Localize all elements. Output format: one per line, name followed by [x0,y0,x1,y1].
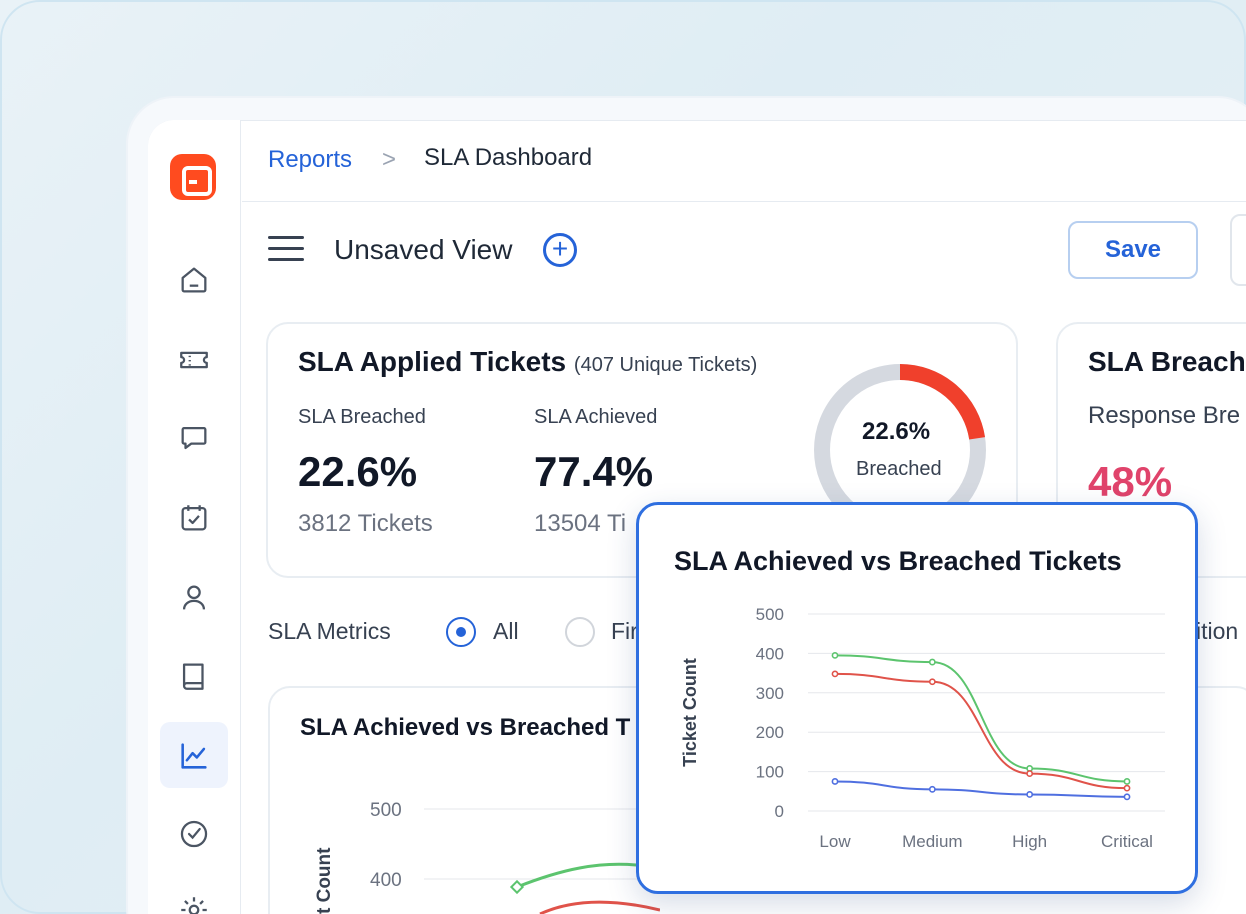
y-tick-label-400: 400 [756,644,784,663]
sla-applied-title-text: SLA Applied Tickets [298,346,567,377]
chat-icon[interactable] [172,416,216,460]
bg-achieved-line [516,862,646,889]
brand-logo[interactable] [170,154,216,200]
sla-applied-title: SLA Applied Tickets (407 Unique Tickets) [298,346,757,378]
radio-all[interactable] [446,617,476,647]
series-1-line [834,672,1128,790]
sla-breach-title: SLA Breach [1088,346,1246,377]
series-2-line [834,780,1128,798]
series-2-point-critical [1123,793,1131,801]
save-button[interactable]: Save [1068,221,1198,279]
radio-all-label[interactable]: All [493,618,519,644]
radio-first-label[interactable]: Fir [611,618,638,644]
user-icon[interactable] [172,576,216,620]
achieved-count: 13504 Ti [534,510,627,537]
series-1-point-low [831,670,839,678]
series-0-point-low [831,651,839,659]
hamburger-menu-icon[interactable] [268,236,304,264]
series-1-point-critical [1123,784,1131,792]
home-icon[interactable] [172,258,216,302]
x-tick-label-high: High [1012,832,1047,851]
series-1-point-high [1026,770,1034,777]
calendar-check-icon[interactable] [172,496,216,540]
series-2-point-low [831,778,839,785]
metrics-tail-text: ition [1196,618,1239,644]
popup-chart-title: SLA Achieved vs Breached Tickets [674,546,1122,576]
y-tick-label-200: 200 [756,723,784,742]
series-0-point-critical [1123,778,1131,785]
y-tick-label-300: 300 [756,684,784,703]
breadcrumb-chevron-icon: > [382,146,397,173]
donut-label: Breached [856,458,942,480]
bg-tick-400: 400 [370,870,402,891]
sla-metrics-label: SLA Metrics [268,618,391,644]
background-chart-title: SLA Achieved vs Breached T [300,714,631,741]
donut-breached-arc [814,364,986,536]
breadcrumb-bar [242,122,1246,202]
breadcrumb-reports-link[interactable]: Reports [268,146,353,173]
bg-breached-line [539,900,660,914]
check-circle-icon[interactable] [172,812,216,856]
breadcrumb-current: SLA Dashboard [424,144,593,171]
ticket-icon[interactable] [172,338,216,382]
book-icon[interactable] [172,654,216,698]
achieved-label: SLA Achieved [534,406,658,428]
view-title: Unsaved View [334,234,513,265]
breached-value: 22.6% [298,448,418,495]
bg-tick-500: 500 [370,800,402,821]
x-tick-label-medium: Medium [902,832,962,851]
y-axis-label: Ticket Count [680,658,700,767]
series-2-point-medium [928,785,936,793]
series-0-line [834,654,1128,783]
x-tick-label-critical: Critical [1101,832,1153,851]
series-1-point-medium [928,678,936,686]
response-breach-label: Response Bre [1088,402,1241,429]
background-line-chart: 500 400 t Count [314,800,660,914]
y-tick-label-100: 100 [756,763,784,782]
bg-ylabel: t Count [314,847,335,914]
breached-count: 3812 Tickets [298,510,433,537]
add-view-plus-icon[interactable]: + [543,233,577,267]
response-breach-value: 48% [1088,458,1173,505]
achieved-value: 77.4% [534,448,654,495]
donut-percentage: 22.6% [862,418,931,445]
series-2-point-high [1026,791,1034,798]
series-0-point-medium [928,658,936,666]
settings-gear-icon[interactable] [172,888,216,914]
y-tick-label-0: 0 [775,802,784,821]
sla-line-chart: 0 100 200 300 400 500 Low Medium High Critical Tic… [680,605,1165,851]
breached-label: SLA Breached [298,406,426,428]
sla-chart-popup[interactable] [636,502,1198,894]
x-tick-label-low: Low [819,832,851,851]
bg-achieved-point [509,879,525,895]
sla-applied-subtitle: (407 Unique Tickets) [573,354,758,376]
y-tick-label-500: 500 [756,605,784,624]
radio-first[interactable] [565,617,595,647]
analytics-chart-icon[interactable] [172,734,216,778]
more-actions-button[interactable] [1230,214,1246,286]
